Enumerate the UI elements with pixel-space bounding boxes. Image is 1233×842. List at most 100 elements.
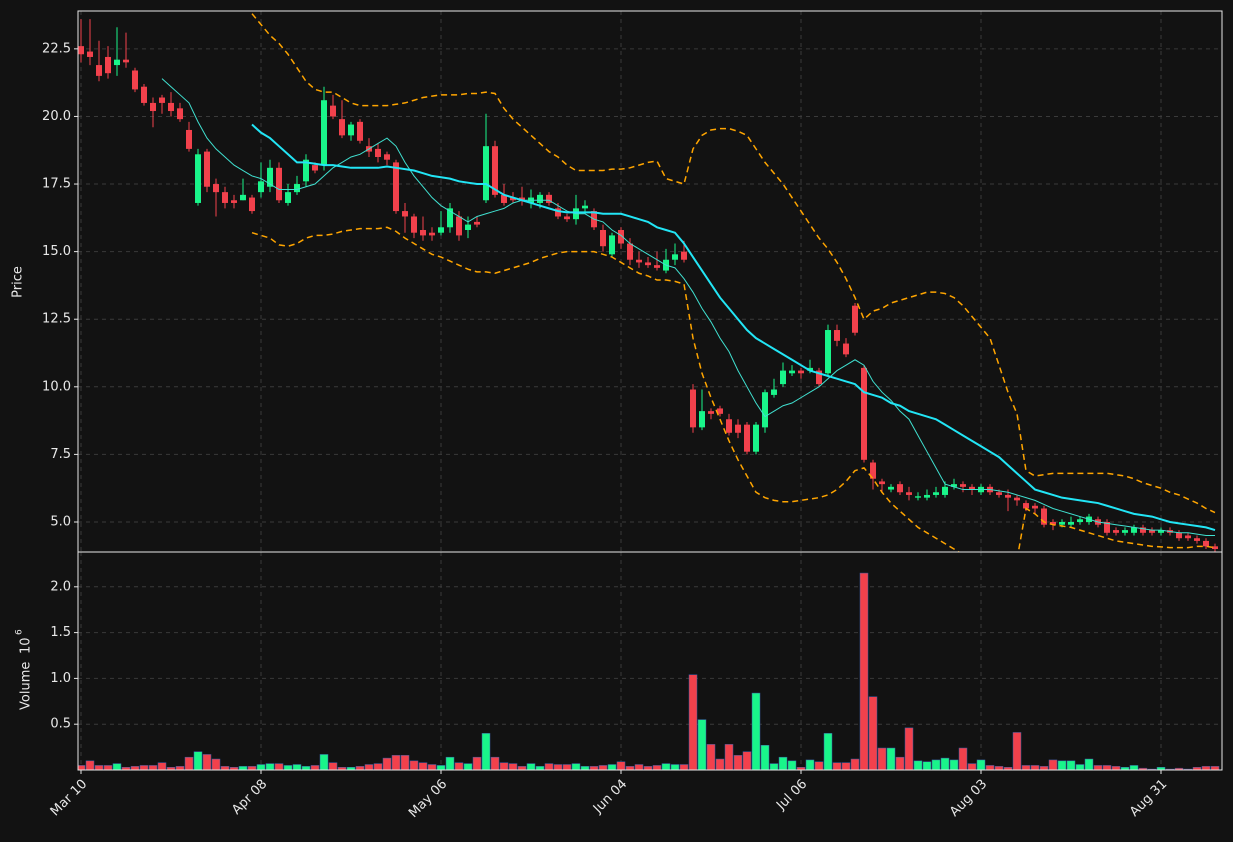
volume-bar xyxy=(355,766,365,770)
candle-body xyxy=(1185,535,1191,539)
volume-bar xyxy=(634,764,644,770)
candle-body xyxy=(816,370,822,385)
volume-bar xyxy=(256,764,266,770)
volume-bar xyxy=(931,759,941,770)
candle-body xyxy=(177,108,183,120)
band-line xyxy=(251,13,1216,514)
volume-bar xyxy=(202,754,212,770)
candle-body xyxy=(519,197,525,201)
candle-body xyxy=(1032,505,1038,509)
candle-body xyxy=(798,370,804,374)
candle-body xyxy=(555,208,561,217)
volume-bar xyxy=(922,761,932,770)
candle-body xyxy=(1104,521,1110,533)
volume-bar xyxy=(499,762,509,770)
candle-body xyxy=(312,165,318,171)
y-tick-label: 0.5 xyxy=(50,717,71,732)
volume-bar xyxy=(310,765,320,770)
volume-bar xyxy=(292,764,302,770)
price-plot xyxy=(78,13,1218,552)
candle-body xyxy=(330,105,336,117)
volume-bar xyxy=(958,747,968,770)
volume-bar xyxy=(463,763,473,770)
volume-multiplier: 10 xyxy=(19,637,34,654)
volume-bar xyxy=(1039,766,1049,770)
volume-bar xyxy=(1138,767,1148,770)
volume-bar xyxy=(697,719,707,770)
volume-bar xyxy=(895,756,905,770)
candle-body xyxy=(78,46,84,55)
candle-body xyxy=(339,119,345,136)
volume-bar xyxy=(589,766,599,770)
candle-body xyxy=(474,221,480,225)
volume-bar xyxy=(391,755,401,770)
candle-body xyxy=(1122,530,1128,533)
volume-bar xyxy=(661,763,671,770)
volume-bar xyxy=(742,751,752,770)
volume-bar xyxy=(967,763,977,770)
candle-body xyxy=(717,408,723,414)
candle-body xyxy=(276,167,282,201)
volume-bar xyxy=(706,744,716,770)
candle-body xyxy=(1014,497,1020,501)
volume-bar xyxy=(769,763,779,770)
y-tick-label: 22.5 xyxy=(42,41,71,56)
volume-bar xyxy=(445,756,455,770)
volume-bar xyxy=(607,764,617,770)
y-tick-label: 5.0 xyxy=(50,514,71,529)
volume-bar xyxy=(373,763,383,770)
volume-bar xyxy=(1174,767,1184,770)
volume-bar xyxy=(562,764,572,770)
candle-body xyxy=(969,486,975,490)
volume-frame xyxy=(77,551,1223,771)
volume-bar xyxy=(427,764,437,770)
volume-bar xyxy=(670,764,680,770)
moving-average-line xyxy=(251,123,1216,532)
volume-bar xyxy=(571,763,581,770)
volume-bar xyxy=(832,762,842,770)
volume-bar xyxy=(94,765,104,770)
candle-body xyxy=(411,216,417,233)
candle-body xyxy=(636,259,642,263)
candle-body xyxy=(843,343,849,355)
candle-body xyxy=(132,70,138,90)
volume-bar xyxy=(643,766,653,770)
candle-body xyxy=(780,370,786,385)
volume-bar xyxy=(625,766,635,770)
candle-body xyxy=(762,392,768,428)
candle-body xyxy=(933,492,939,495)
candle-body xyxy=(186,129,192,149)
candle-body xyxy=(285,192,291,203)
volume-bar xyxy=(886,747,896,770)
volume-bar xyxy=(175,766,185,770)
candle-body xyxy=(348,124,354,136)
volume-bar xyxy=(1048,759,1058,770)
candle-body xyxy=(1059,521,1065,525)
volume-bar xyxy=(616,761,626,770)
candle-body xyxy=(627,243,633,260)
candle-body xyxy=(753,424,759,452)
candle-body xyxy=(897,484,903,493)
candle-body xyxy=(996,492,1002,495)
volume-bar xyxy=(1093,765,1103,770)
candle-body xyxy=(807,367,813,371)
y-tick-label: 1.0 xyxy=(50,671,71,686)
volume-bar xyxy=(400,755,410,770)
candle-body xyxy=(960,484,966,487)
volume-bar xyxy=(553,764,563,770)
candle-body xyxy=(195,154,201,203)
volume-bar xyxy=(148,765,158,770)
candle-body xyxy=(231,200,237,203)
y-tick-label: 20.0 xyxy=(42,109,71,124)
candle-body xyxy=(1149,530,1155,533)
candle-body xyxy=(204,151,210,187)
volume-bar xyxy=(814,761,824,770)
volume-bar xyxy=(904,727,914,770)
candle-body xyxy=(123,59,129,63)
candle-body xyxy=(681,251,687,260)
candle-body xyxy=(1140,527,1146,533)
candle-body xyxy=(492,146,498,195)
volume-bar xyxy=(418,762,428,770)
volume-bar xyxy=(580,766,590,770)
candle-body xyxy=(744,424,750,452)
